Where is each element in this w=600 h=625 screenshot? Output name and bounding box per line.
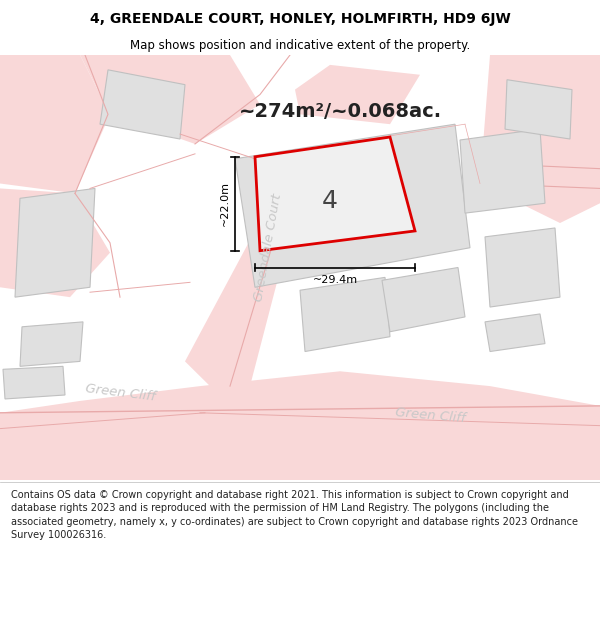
Polygon shape xyxy=(480,55,600,223)
Polygon shape xyxy=(300,278,390,351)
Polygon shape xyxy=(0,371,600,480)
Text: Map shows position and indicative extent of the property.: Map shows position and indicative extent… xyxy=(130,39,470,51)
Polygon shape xyxy=(505,80,572,139)
Text: 4: 4 xyxy=(322,189,338,213)
Polygon shape xyxy=(485,228,560,307)
Polygon shape xyxy=(235,124,470,288)
Polygon shape xyxy=(100,70,185,139)
Polygon shape xyxy=(0,188,110,297)
Polygon shape xyxy=(80,55,260,144)
Polygon shape xyxy=(382,268,465,332)
Polygon shape xyxy=(295,65,420,124)
Polygon shape xyxy=(15,188,95,297)
Text: ~274m²/~0.068ac.: ~274m²/~0.068ac. xyxy=(238,102,442,121)
Polygon shape xyxy=(460,129,545,213)
Polygon shape xyxy=(485,314,545,351)
Polygon shape xyxy=(3,366,65,399)
Text: Green Cliff: Green Cliff xyxy=(84,382,156,404)
Polygon shape xyxy=(0,55,110,193)
Text: Greendale Court: Greendale Court xyxy=(252,192,284,302)
Polygon shape xyxy=(185,193,295,386)
Text: ~22.0m: ~22.0m xyxy=(220,181,230,226)
Polygon shape xyxy=(255,137,415,251)
Text: Contains OS data © Crown copyright and database right 2021. This information is : Contains OS data © Crown copyright and d… xyxy=(11,490,578,540)
Polygon shape xyxy=(20,322,83,366)
Text: Green Cliff: Green Cliff xyxy=(394,406,466,425)
Text: ~29.4m: ~29.4m xyxy=(313,276,358,286)
Text: 4, GREENDALE COURT, HONLEY, HOLMFIRTH, HD9 6JW: 4, GREENDALE COURT, HONLEY, HOLMFIRTH, H… xyxy=(89,12,511,26)
